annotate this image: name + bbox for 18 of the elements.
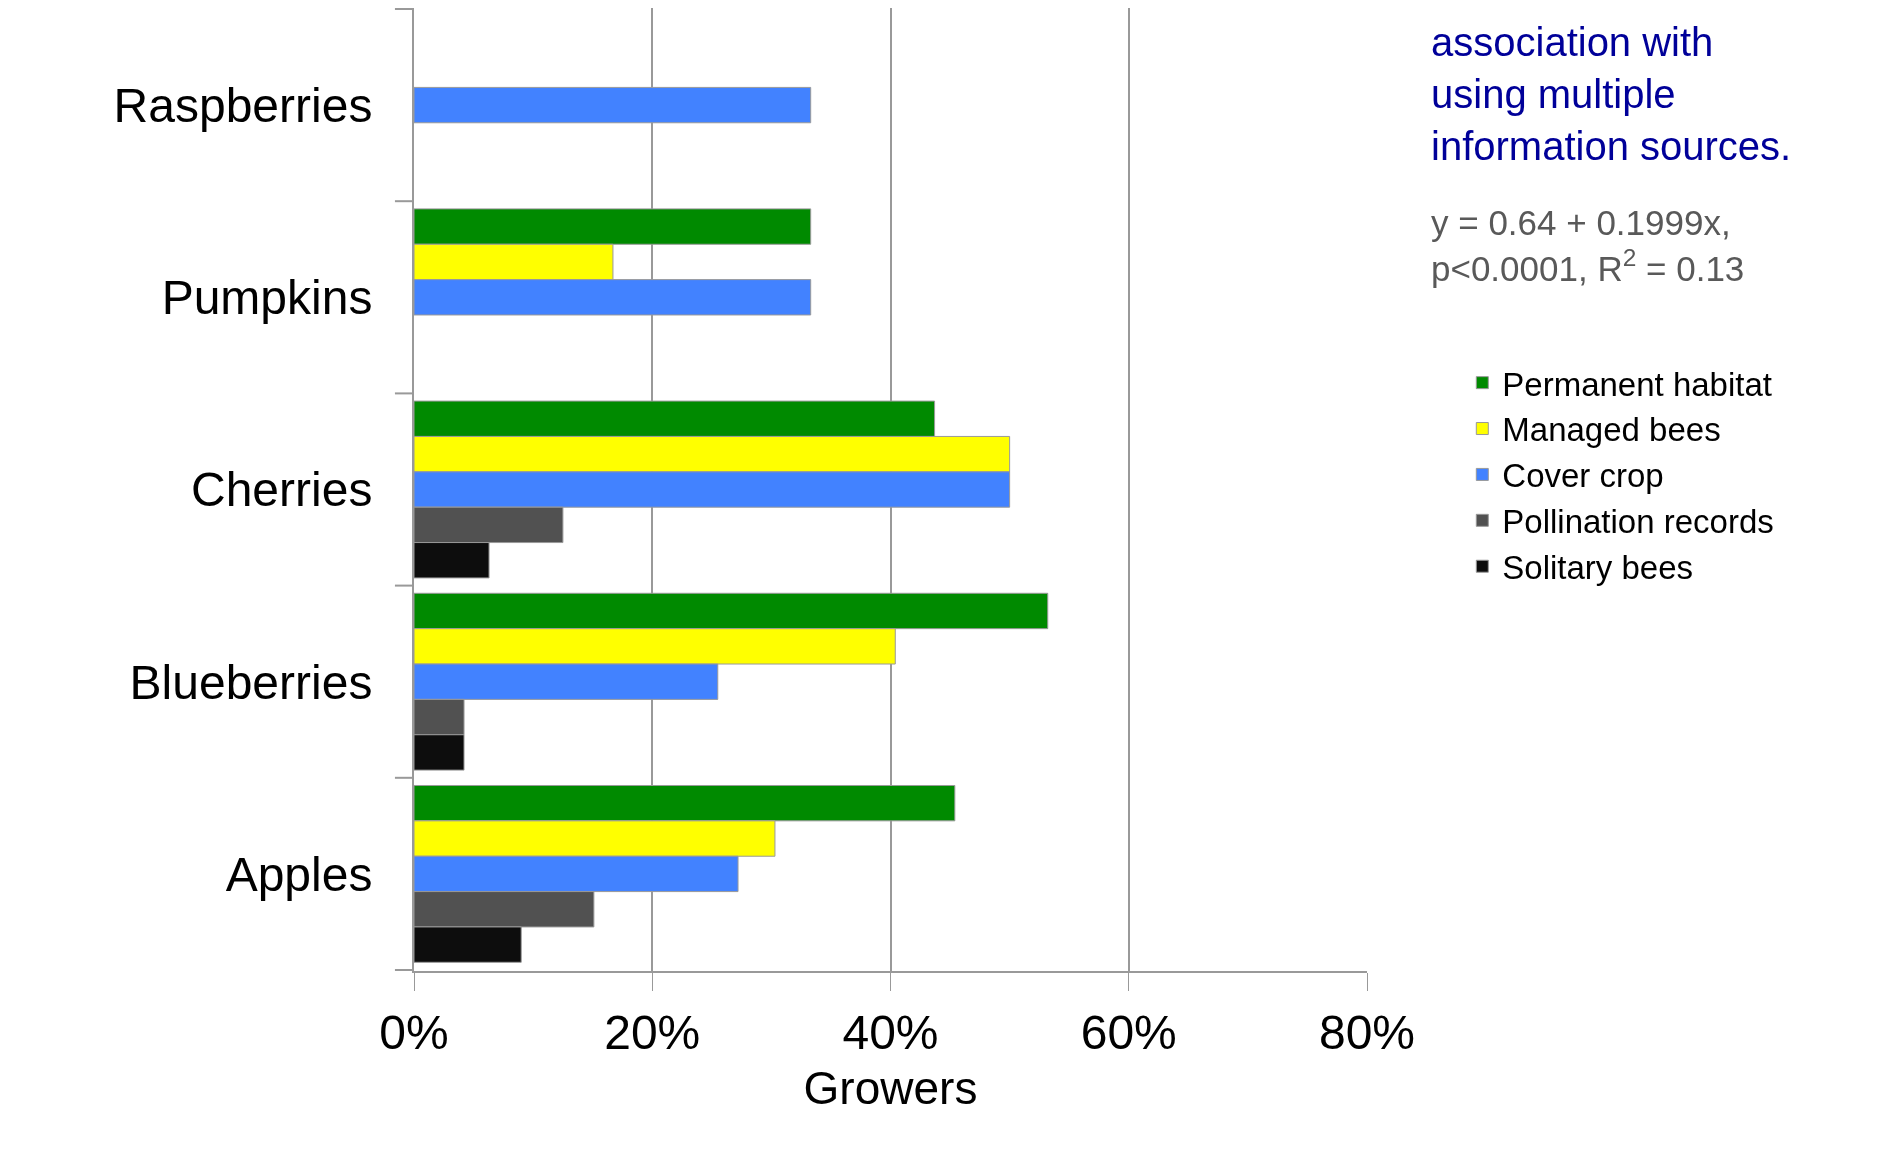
x-tick-label: 60%: [1080, 1005, 1177, 1059]
legend-label: Permanent habitat: [1502, 365, 1772, 403]
x-tick-label: 20%: [604, 1005, 701, 1059]
x-tick-label: 0%: [379, 1005, 449, 1059]
x-tick-label: 80%: [1318, 1005, 1416, 1059]
legend-label: Cover crop: [1502, 457, 1664, 495]
y-tick-label: Cherries: [191, 463, 373, 517]
x-axis-title: Growers: [803, 1061, 978, 1114]
text: y = 0.64 + 0.1999x, p<0.0001, R$^{2}$ = 0.13: [1431, 203, 1745, 288]
legend-label: Pollination records: [1502, 503, 1774, 541]
y-tick-label: Pumpkins: [161, 271, 373, 325]
text: association with using multiple information sources.: [1431, 20, 1792, 168]
legend-label: Solitary bees: [1502, 549, 1694, 587]
y-tick-label: Apples: [225, 847, 373, 901]
x-tick-label: 40%: [842, 1005, 939, 1059]
y-tick-label: Blueberries: [129, 655, 373, 709]
legend-label: Managed bees: [1502, 411, 1721, 449]
y-tick-label: Raspberries: [113, 78, 373, 132]
